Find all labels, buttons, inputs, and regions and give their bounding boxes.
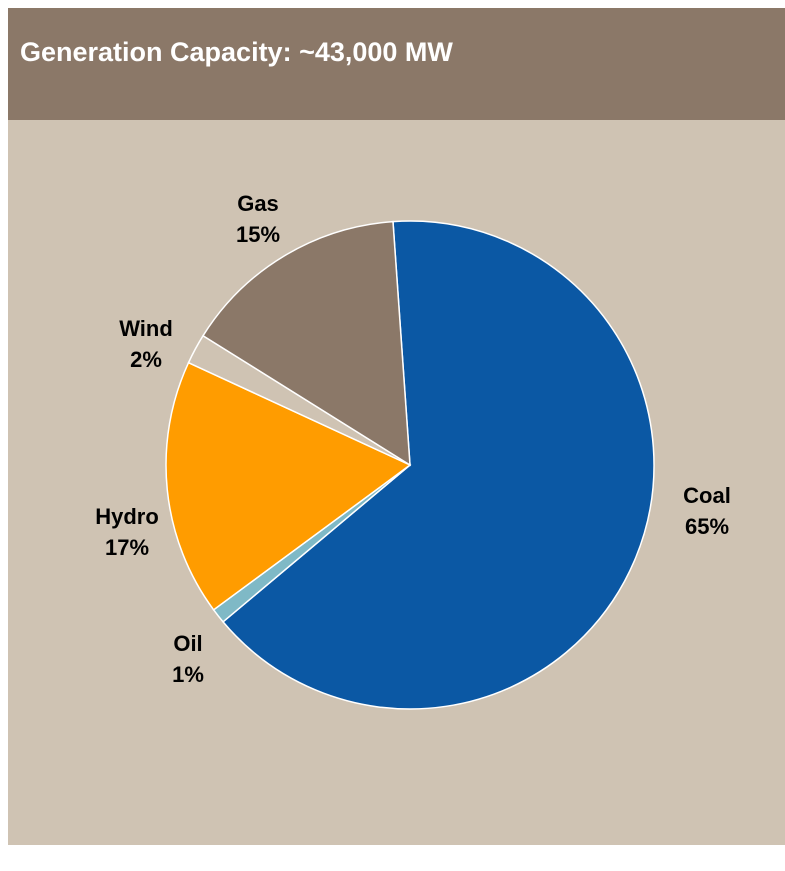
pie-slice [222, 220, 655, 710]
slice-value-label: 15% [236, 222, 280, 247]
slice-name: Wind [119, 316, 173, 341]
slice-value-label: 17% [105, 535, 149, 560]
slice-name: Coal [683, 483, 731, 508]
title-banner [8, 8, 785, 120]
pie-slice [165, 361, 412, 611]
slice-name: Gas [237, 191, 279, 216]
slice-name: Oil [173, 631, 202, 656]
slice-value-label: 65% [685, 514, 729, 539]
slice-name: Hydro [95, 504, 159, 529]
chart-title: Generation Capacity: ~43,000 MW [20, 37, 453, 67]
slice-value-label: 2% [130, 347, 162, 372]
pie-slice [202, 220, 411, 467]
slice-value-label: 1% [172, 662, 204, 687]
